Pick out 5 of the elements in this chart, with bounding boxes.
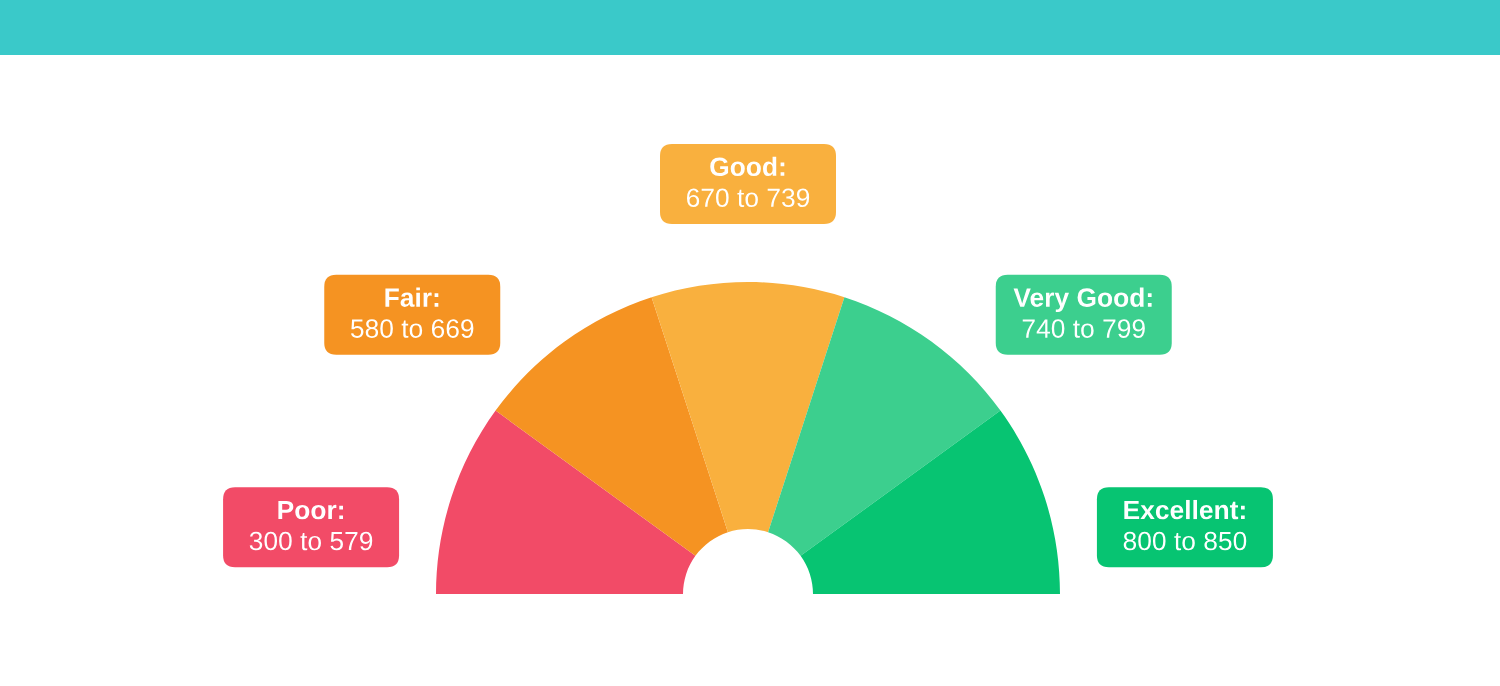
slice-label: Excellent: 800 to 850 <box>1123 499 1247 551</box>
slice-label: Good: 670 to 739 <box>686 156 810 208</box>
slice-label: Poor: 300 to 579 <box>249 500 373 551</box>
slice-label: Fair: 580 to 669 <box>350 287 474 338</box>
slice-label: Very Good: 740 to 799 <box>1013 287 1152 338</box>
